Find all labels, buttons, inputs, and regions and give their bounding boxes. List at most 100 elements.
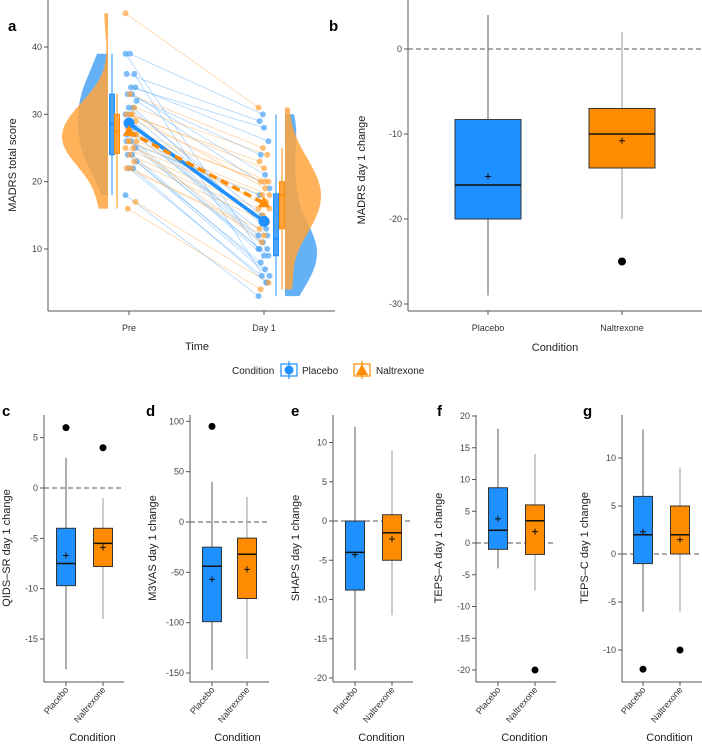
data-point bbox=[261, 232, 267, 239]
paired-line bbox=[129, 53, 264, 115]
paired-line bbox=[125, 13, 259, 108]
outlier-point bbox=[62, 424, 70, 432]
paired-line bbox=[136, 161, 270, 277]
paired-line bbox=[135, 120, 269, 183]
paired-line bbox=[126, 167, 260, 230]
data-point bbox=[132, 198, 139, 205]
data-point bbox=[256, 225, 263, 232]
panel-a: a 40 30 20 10 Pre Day 1 Time MADRS total score bbox=[7, 0, 335, 353]
mean-marker bbox=[485, 173, 491, 180]
data-point bbox=[126, 91, 133, 98]
paired-line bbox=[128, 140, 262, 196]
paired-line bbox=[135, 201, 269, 284]
y-tick-label: 30 bbox=[32, 109, 42, 119]
data-point bbox=[130, 145, 137, 151]
y-tick-label: 0 bbox=[397, 44, 402, 54]
y-tick-label: 0 bbox=[33, 483, 38, 493]
x-axis-title: Condition bbox=[532, 342, 578, 354]
paired-line bbox=[130, 140, 265, 257]
data-point bbox=[261, 124, 267, 131]
data-point bbox=[262, 266, 269, 273]
data-point bbox=[255, 104, 262, 111]
mean-marker bbox=[389, 536, 395, 543]
y-tick-label: -15 bbox=[457, 633, 470, 643]
y-tick-label: -10 bbox=[603, 645, 616, 655]
data-point bbox=[125, 138, 132, 145]
data-point bbox=[132, 84, 139, 91]
paired-line bbox=[125, 194, 259, 297]
y-tick-label: -20 bbox=[389, 214, 402, 224]
x-axis-title: Condition bbox=[646, 732, 692, 744]
panel-label: d bbox=[146, 403, 155, 420]
category-label: Placebo bbox=[474, 685, 503, 716]
category-label: Pre bbox=[122, 323, 136, 333]
mean-marker bbox=[63, 552, 69, 559]
paired-line bbox=[136, 140, 270, 196]
paired-line bbox=[127, 154, 261, 263]
y-tick-label: 0 bbox=[465, 538, 470, 548]
data-point bbox=[255, 232, 262, 239]
paired-line bbox=[126, 134, 260, 250]
data-point bbox=[264, 246, 271, 252]
paired-line bbox=[128, 167, 263, 277]
data-point bbox=[131, 158, 138, 165]
y-tick-label: -5 bbox=[30, 533, 38, 543]
data-point bbox=[257, 151, 264, 158]
mini-box bbox=[273, 193, 279, 257]
panel-c: c 5 0 -5 -10 -15 Placebo Naltrexone Condition QID… bbox=[1, 403, 124, 744]
mean-marker-naltrexone bbox=[123, 124, 135, 136]
outlier-point bbox=[618, 257, 626, 266]
x-axis-title: Condition bbox=[214, 732, 260, 744]
panel-b: b 0 -10 -20 -30 Placebo Naltrexone Condition MAD… bbox=[329, 0, 702, 354]
mean-marker-placebo bbox=[123, 117, 135, 129]
data-point bbox=[261, 165, 267, 172]
legend-naltrexone-label: Naltrexone bbox=[376, 366, 425, 377]
y-tick-label: 10 bbox=[317, 438, 327, 448]
mean-marker-placebo bbox=[258, 215, 270, 227]
category-label: Naltrexone bbox=[361, 685, 397, 725]
legend-title: Condition bbox=[232, 366, 274, 377]
outlier-point bbox=[531, 666, 539, 674]
data-point bbox=[258, 192, 265, 199]
data-point bbox=[259, 111, 266, 118]
paired-line bbox=[136, 100, 270, 189]
mean-marker bbox=[209, 576, 215, 583]
y-axis-title: M3VAS day 1 change bbox=[147, 495, 159, 601]
data-point bbox=[262, 178, 269, 185]
data-point bbox=[265, 279, 272, 286]
y-tick-label: -5 bbox=[608, 597, 616, 607]
paired-line bbox=[129, 93, 264, 149]
data-point bbox=[122, 145, 129, 151]
data-point bbox=[262, 171, 269, 178]
data-point bbox=[266, 185, 273, 192]
category-label: Placebo bbox=[188, 685, 217, 716]
panel-d: d 100 50 0 -50 -100 -150 Placebo Naltrexone Condi… bbox=[146, 403, 269, 744]
data-point bbox=[261, 252, 267, 259]
y-tick-label: 5 bbox=[322, 477, 327, 487]
box-placebo bbox=[202, 546, 222, 623]
data-point bbox=[124, 205, 131, 212]
y-tick-label: -10 bbox=[314, 595, 327, 605]
data-point bbox=[123, 70, 130, 77]
y-tick-label: -10 bbox=[25, 584, 38, 594]
paired-line bbox=[125, 53, 259, 250]
paired-line bbox=[131, 154, 266, 270]
mean-marker bbox=[100, 544, 106, 551]
paired-line bbox=[130, 87, 265, 129]
category-label: Naltrexone bbox=[72, 685, 108, 725]
y-tick-label: -20 bbox=[457, 665, 470, 675]
data-point bbox=[122, 192, 129, 199]
data-point bbox=[122, 10, 129, 17]
panel-label: a bbox=[8, 18, 17, 35]
data-point bbox=[266, 272, 273, 279]
data-point bbox=[129, 111, 136, 118]
category-label: Placebo bbox=[472, 323, 505, 333]
data-point bbox=[262, 185, 269, 192]
mini-box bbox=[114, 113, 120, 154]
mean-marker bbox=[352, 551, 358, 558]
y-tick-label: -100 bbox=[166, 618, 184, 628]
paired-line bbox=[126, 113, 260, 162]
paired-line bbox=[132, 167, 267, 283]
y-tick-label: -150 bbox=[166, 668, 184, 678]
panel-label: f bbox=[437, 403, 443, 420]
